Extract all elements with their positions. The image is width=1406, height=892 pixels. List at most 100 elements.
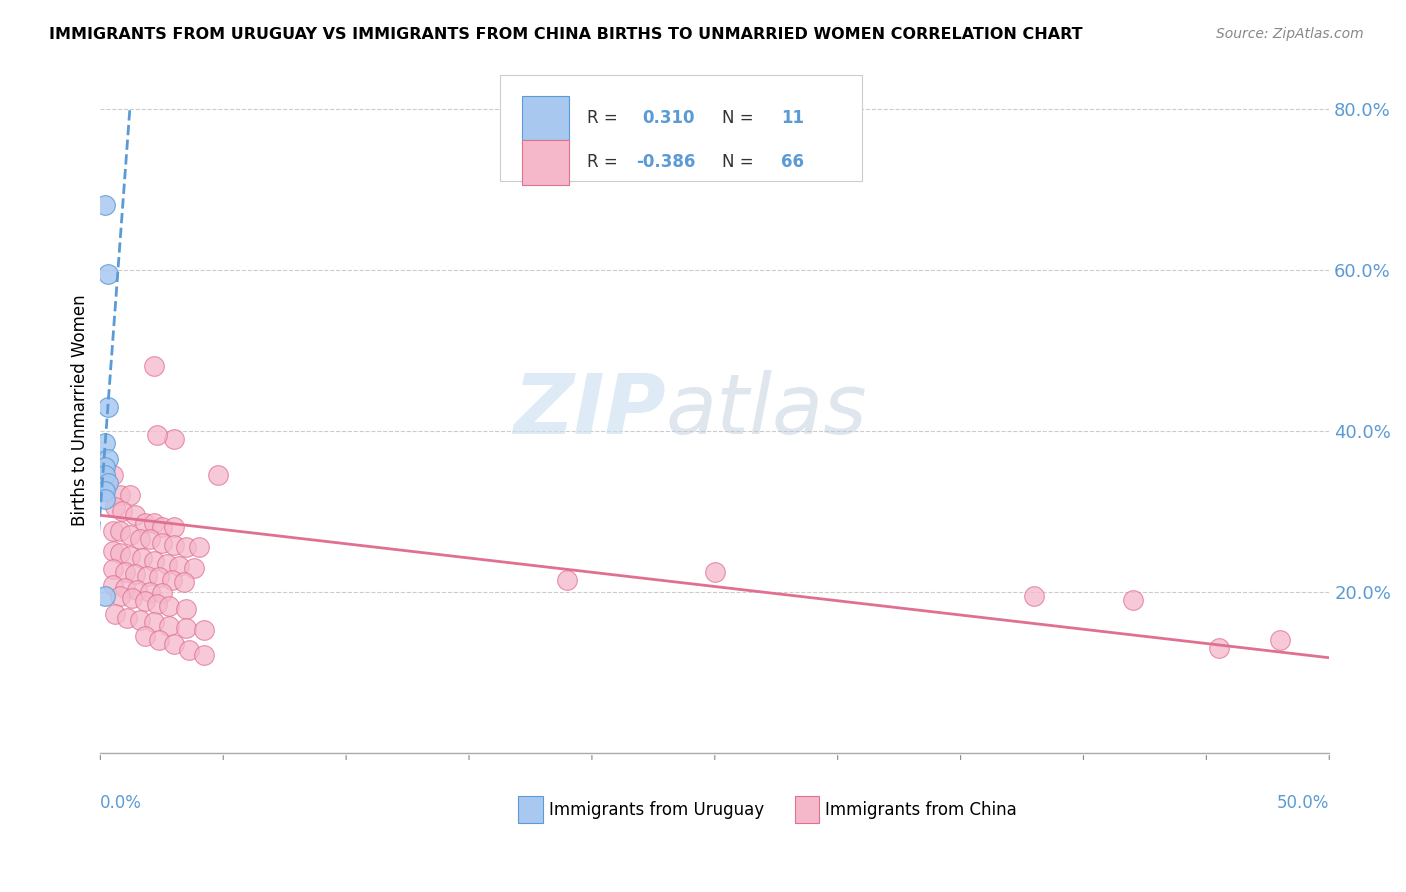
Point bbox=[150, 536, 173, 550]
Point bbox=[173, 575, 195, 590]
Point bbox=[177, 642, 200, 657]
Point bbox=[1024, 589, 1046, 603]
Point bbox=[94, 435, 117, 450]
Point bbox=[124, 508, 146, 523]
Point bbox=[94, 468, 117, 483]
Point bbox=[128, 533, 150, 547]
Point bbox=[176, 621, 198, 635]
Point bbox=[127, 583, 149, 598]
Text: R =: R = bbox=[586, 153, 623, 171]
Point bbox=[1268, 633, 1291, 648]
Point bbox=[163, 637, 186, 651]
Point bbox=[156, 557, 179, 571]
Text: Immigrants from Uruguay: Immigrants from Uruguay bbox=[548, 800, 763, 819]
Point bbox=[143, 554, 166, 568]
Point bbox=[703, 565, 725, 579]
Point bbox=[111, 504, 134, 518]
Point bbox=[124, 567, 146, 582]
Point bbox=[557, 573, 579, 587]
Text: atlas: atlas bbox=[665, 370, 868, 451]
Text: 66: 66 bbox=[782, 153, 804, 171]
Point bbox=[146, 597, 169, 611]
Point bbox=[187, 541, 209, 555]
Point bbox=[143, 516, 166, 531]
Point bbox=[150, 520, 173, 534]
Point bbox=[108, 589, 131, 603]
Point bbox=[114, 581, 136, 595]
Point bbox=[114, 565, 136, 579]
Point bbox=[1208, 641, 1230, 656]
Point bbox=[134, 629, 156, 643]
Point bbox=[97, 476, 120, 491]
Point bbox=[118, 488, 141, 502]
Point bbox=[148, 570, 170, 584]
Point bbox=[193, 648, 215, 662]
Y-axis label: Births to Unmarried Women: Births to Unmarried Women bbox=[72, 295, 89, 526]
Text: IMMIGRANTS FROM URUGUAY VS IMMIGRANTS FROM CHINA BIRTHS TO UNMARRIED WOMEN CORRE: IMMIGRANTS FROM URUGUAY VS IMMIGRANTS FR… bbox=[49, 27, 1083, 42]
Point bbox=[146, 427, 169, 442]
Point bbox=[97, 451, 120, 466]
Text: Source: ZipAtlas.com: Source: ZipAtlas.com bbox=[1216, 27, 1364, 41]
Point bbox=[163, 538, 186, 552]
Point bbox=[101, 578, 124, 592]
Point bbox=[163, 520, 186, 534]
Point bbox=[134, 516, 156, 531]
Point bbox=[150, 586, 173, 600]
Point bbox=[104, 500, 127, 515]
Text: 0.0%: 0.0% bbox=[100, 794, 142, 812]
Point bbox=[94, 484, 117, 499]
Point bbox=[108, 546, 131, 560]
Point bbox=[136, 568, 159, 582]
Point bbox=[148, 633, 170, 648]
Point bbox=[163, 432, 186, 446]
Point bbox=[108, 524, 131, 539]
Point bbox=[131, 550, 153, 565]
Point bbox=[121, 591, 143, 606]
FancyBboxPatch shape bbox=[794, 796, 820, 823]
Text: 11: 11 bbox=[782, 109, 804, 127]
Point bbox=[176, 541, 198, 555]
Point bbox=[183, 560, 205, 574]
Point bbox=[108, 488, 131, 502]
Point bbox=[101, 524, 124, 539]
FancyBboxPatch shape bbox=[522, 140, 568, 185]
Point bbox=[104, 607, 127, 622]
Text: -0.386: -0.386 bbox=[636, 153, 696, 171]
Point bbox=[157, 599, 180, 614]
Point bbox=[138, 533, 160, 547]
Point bbox=[94, 492, 117, 507]
Point bbox=[101, 562, 124, 576]
Text: Immigrants from China: Immigrants from China bbox=[825, 800, 1017, 819]
Point bbox=[128, 613, 150, 627]
Point bbox=[160, 573, 183, 587]
Point bbox=[101, 468, 124, 483]
Point bbox=[134, 594, 156, 608]
Text: ZIP: ZIP bbox=[513, 370, 665, 451]
Point bbox=[101, 544, 124, 558]
Point bbox=[138, 584, 160, 599]
FancyBboxPatch shape bbox=[499, 75, 862, 181]
Point bbox=[118, 528, 141, 542]
Point bbox=[1122, 592, 1144, 607]
Point bbox=[193, 624, 215, 638]
Point bbox=[94, 460, 117, 475]
Point bbox=[94, 589, 117, 603]
Point bbox=[94, 198, 117, 212]
Point bbox=[143, 615, 166, 630]
Point bbox=[97, 267, 120, 281]
Text: 0.310: 0.310 bbox=[643, 109, 695, 127]
Point bbox=[167, 559, 190, 574]
Point bbox=[157, 618, 180, 632]
FancyBboxPatch shape bbox=[522, 95, 568, 140]
FancyBboxPatch shape bbox=[519, 796, 543, 823]
Text: 50.0%: 50.0% bbox=[1277, 794, 1329, 812]
Point bbox=[118, 549, 141, 563]
Point bbox=[117, 610, 139, 624]
Text: N =: N = bbox=[723, 109, 759, 127]
Point bbox=[97, 400, 120, 414]
Text: N =: N = bbox=[723, 153, 759, 171]
Point bbox=[207, 468, 229, 483]
Point bbox=[176, 602, 198, 616]
Point bbox=[143, 359, 166, 374]
Text: R =: R = bbox=[586, 109, 623, 127]
